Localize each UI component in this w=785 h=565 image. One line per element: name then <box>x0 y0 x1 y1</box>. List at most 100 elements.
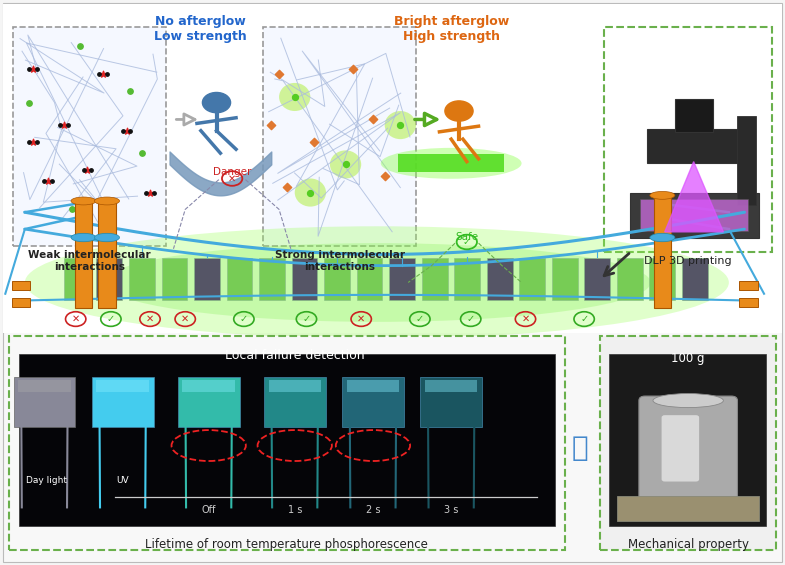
FancyBboxPatch shape <box>520 258 545 301</box>
Ellipse shape <box>71 197 96 205</box>
Point <box>97 70 109 79</box>
Text: ✓: ✓ <box>416 314 424 324</box>
Point <box>81 166 93 175</box>
FancyBboxPatch shape <box>342 377 403 427</box>
FancyBboxPatch shape <box>552 258 578 301</box>
FancyBboxPatch shape <box>19 354 555 526</box>
Text: Strong intermolecular
interactions: Strong intermolecular interactions <box>275 250 405 272</box>
Point <box>288 93 301 102</box>
Text: Weak intermolecular
interactions: Weak intermolecular interactions <box>28 250 151 272</box>
FancyBboxPatch shape <box>268 380 321 393</box>
FancyBboxPatch shape <box>662 415 699 481</box>
Ellipse shape <box>294 179 326 207</box>
Ellipse shape <box>653 394 724 407</box>
Text: ✕: ✕ <box>357 314 365 324</box>
Point <box>27 64 39 73</box>
Point <box>38 177 51 186</box>
Point <box>57 120 70 129</box>
Text: ✓: ✓ <box>107 314 115 324</box>
FancyBboxPatch shape <box>129 258 155 301</box>
FancyBboxPatch shape <box>324 258 350 301</box>
FancyBboxPatch shape <box>177 377 239 427</box>
Point <box>367 115 379 124</box>
FancyBboxPatch shape <box>420 377 482 427</box>
FancyBboxPatch shape <box>604 27 772 251</box>
Text: ✓: ✓ <box>466 314 475 324</box>
FancyBboxPatch shape <box>3 2 782 563</box>
FancyBboxPatch shape <box>162 258 188 301</box>
Point <box>265 120 278 129</box>
Text: ✕: ✕ <box>146 314 154 324</box>
Ellipse shape <box>71 233 96 242</box>
FancyBboxPatch shape <box>13 377 75 427</box>
Text: Lifetime of room temperature phosphorescence: Lifetime of room temperature phosphoresc… <box>145 538 429 551</box>
Text: Mechanical property: Mechanical property <box>628 538 749 551</box>
FancyBboxPatch shape <box>75 201 92 308</box>
Text: ✓: ✓ <box>580 314 588 324</box>
FancyBboxPatch shape <box>12 281 31 290</box>
Point <box>347 64 360 73</box>
FancyBboxPatch shape <box>422 258 447 301</box>
Point <box>23 137 35 146</box>
Point <box>136 149 148 158</box>
Point <box>31 64 43 73</box>
Ellipse shape <box>330 150 361 179</box>
FancyBboxPatch shape <box>98 201 115 308</box>
FancyBboxPatch shape <box>292 258 317 301</box>
FancyBboxPatch shape <box>92 377 154 427</box>
FancyBboxPatch shape <box>654 195 671 308</box>
Point <box>378 171 391 180</box>
FancyBboxPatch shape <box>739 298 758 307</box>
Point <box>73 42 86 51</box>
Text: ✕: ✕ <box>521 314 530 324</box>
Text: 2 s: 2 s <box>366 505 380 515</box>
Point <box>308 137 320 146</box>
Ellipse shape <box>25 226 728 339</box>
FancyBboxPatch shape <box>182 380 235 393</box>
FancyBboxPatch shape <box>12 298 31 307</box>
Circle shape <box>445 101 473 121</box>
Point <box>394 120 407 129</box>
Point <box>93 70 105 79</box>
Point <box>124 87 137 96</box>
Point <box>280 182 293 192</box>
Text: Safe: Safe <box>455 232 478 242</box>
Text: Local failure detection: Local failure detection <box>225 349 364 362</box>
Ellipse shape <box>381 148 521 179</box>
Point <box>304 188 316 197</box>
FancyBboxPatch shape <box>455 258 480 301</box>
Point <box>273 70 286 79</box>
Text: Danger: Danger <box>213 167 251 177</box>
Text: 3 s: 3 s <box>444 505 458 515</box>
Ellipse shape <box>94 233 119 242</box>
Text: ✕: ✕ <box>181 314 189 324</box>
Text: UV: UV <box>116 476 129 485</box>
FancyBboxPatch shape <box>649 258 675 301</box>
Ellipse shape <box>94 197 119 205</box>
Text: ✓: ✓ <box>239 314 248 324</box>
Text: ✕: ✕ <box>228 173 236 184</box>
Text: Day light: Day light <box>26 476 68 485</box>
Point <box>140 188 152 197</box>
Point <box>116 126 129 135</box>
FancyBboxPatch shape <box>18 380 71 393</box>
Point <box>144 188 156 197</box>
FancyBboxPatch shape <box>347 380 399 393</box>
Point <box>42 177 55 186</box>
Text: ✕: ✕ <box>71 314 80 324</box>
FancyBboxPatch shape <box>259 258 285 301</box>
Point <box>124 126 137 135</box>
FancyBboxPatch shape <box>640 199 748 231</box>
FancyBboxPatch shape <box>194 258 220 301</box>
Point <box>77 166 89 175</box>
FancyBboxPatch shape <box>97 380 149 393</box>
Point <box>23 98 35 107</box>
FancyBboxPatch shape <box>97 258 122 301</box>
FancyBboxPatch shape <box>739 281 758 290</box>
Point <box>148 188 160 197</box>
FancyBboxPatch shape <box>9 336 564 550</box>
FancyBboxPatch shape <box>682 258 708 301</box>
Text: Bright afterglow
High strength: Bright afterglow High strength <box>393 15 509 44</box>
Point <box>27 137 39 146</box>
Text: ⛓: ⛓ <box>572 434 589 462</box>
